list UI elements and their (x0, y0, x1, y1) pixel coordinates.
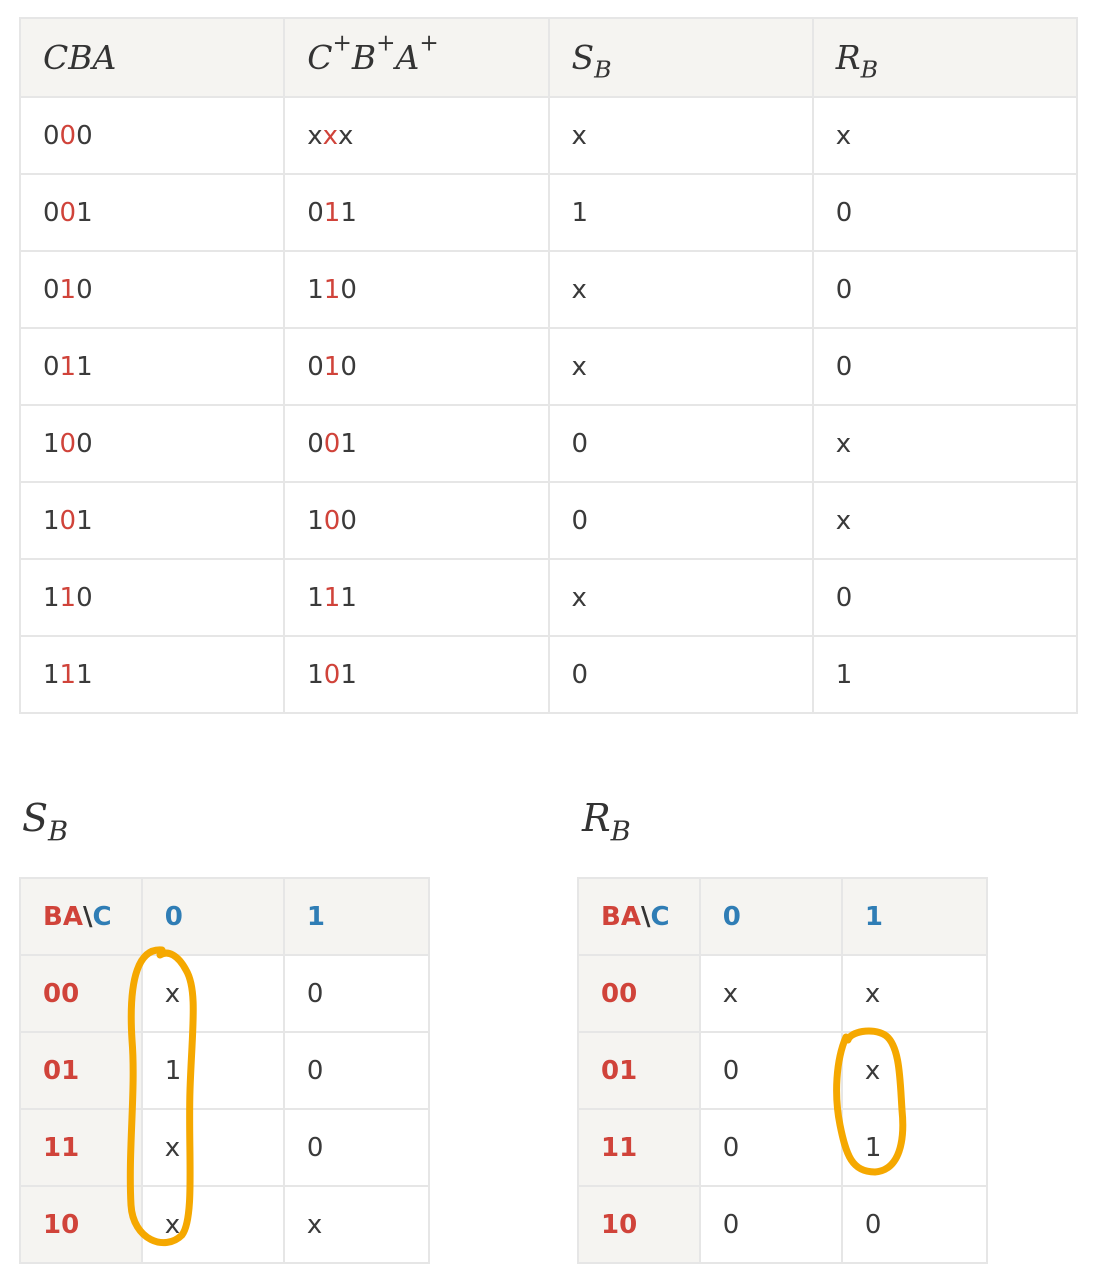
kmap-cell: 0 (698, 1031, 843, 1110)
header-cba: CBA (18, 17, 286, 98)
cell-next-state: 011 (283, 173, 550, 252)
kmap-cell: 0 (698, 1185, 843, 1264)
kmap-rb-table: BA\C 0 1 00 x x 01 0 x 11 0 1 10 0 0 (577, 877, 989, 1264)
kmap-rb-title: RB (582, 796, 631, 848)
table-row: 100 001 0 x (18, 404, 1079, 483)
kmap-sb-row: 11 x 0 (19, 1108, 431, 1187)
kmap-cell: 0 (282, 954, 431, 1033)
kmap-rb-row: 11 0 1 (577, 1108, 989, 1187)
row-label: 10 (19, 1185, 143, 1264)
cell-rb: x (811, 96, 1079, 175)
kmap-cell: x (140, 954, 285, 1033)
cell-next-state: xxx (283, 96, 550, 175)
row-label: 10 (577, 1185, 701, 1264)
cell-cba: 000 (18, 96, 286, 175)
header-next-state: C+B+A+ (283, 17, 550, 98)
row-label: 01 (19, 1031, 143, 1110)
cell-cba: 111 (18, 635, 286, 714)
cell-next-state: 111 (283, 558, 550, 637)
kmap-sb-col-1: 1 (282, 877, 431, 956)
cell-sb: 0 (547, 481, 814, 560)
cell-sb: 0 (547, 635, 814, 714)
kmap-sb-row: 00 x 0 (19, 954, 431, 1033)
kmap-cell: 1 (840, 1108, 989, 1187)
header-r: R (835, 38, 861, 77)
table-row: 000 xxx x x (18, 96, 1079, 175)
kmap-cell: 0 (282, 1031, 431, 1110)
row-label: 11 (19, 1108, 143, 1187)
cell-rb: 0 (811, 558, 1079, 637)
header-rb: RB (811, 17, 1079, 98)
kmap-rb-col-0: 0 (698, 877, 843, 956)
kmap-rb-row: 10 0 0 (577, 1185, 989, 1264)
cell-next-state: 010 (283, 327, 550, 406)
kmap-rb-corner: BA\C (577, 877, 701, 956)
kmap-cell: 0 (698, 1108, 843, 1187)
kmap-sb-row: 01 1 0 (19, 1031, 431, 1110)
kmap-sb-corner: BA\C (19, 877, 143, 956)
cell-rb: 1 (811, 635, 1079, 714)
cell-rb: 0 (811, 250, 1079, 329)
cell-cba: 110 (18, 558, 286, 637)
cell-sb: 1 (547, 173, 814, 252)
cell-cba: 001 (18, 173, 286, 252)
truth-table-header-row: CBA C+B+A+ SB RB (18, 17, 1079, 98)
row-label: 00 (19, 954, 143, 1033)
cell-sb: x (547, 96, 814, 175)
kmap-rb-header-row: BA\C 0 1 (577, 877, 989, 956)
cell-sb: x (547, 327, 814, 406)
kmap-cell: x (840, 1031, 989, 1110)
kmap-cell: x (140, 1185, 285, 1264)
cell-cba: 011 (18, 327, 286, 406)
kmap-rb-row: 00 x x (577, 954, 989, 1033)
kmap-sb-row: 10 x x (19, 1185, 431, 1264)
cell-sb: 0 (547, 404, 814, 483)
table-row: 010 110 x 0 (18, 250, 1079, 329)
row-label: 11 (577, 1108, 701, 1187)
kmap-cell: x (840, 954, 989, 1033)
kmap-cell: 0 (840, 1185, 989, 1264)
cell-rb: x (811, 404, 1079, 483)
cell-rb: 0 (811, 173, 1079, 252)
cell-cba: 100 (18, 404, 286, 483)
cell-cba: 101 (18, 481, 286, 560)
cell-sb: x (547, 250, 814, 329)
cell-rb: 0 (811, 327, 1079, 406)
table-row: 011 010 x 0 (18, 327, 1079, 406)
kmap-sb-col-0: 0 (140, 877, 285, 956)
kmap-cell: 1 (140, 1031, 285, 1110)
kmap-cell: 0 (282, 1108, 431, 1187)
table-row: 111 101 0 1 (18, 635, 1079, 714)
header-next-a: A (395, 38, 420, 77)
cell-rb: x (811, 481, 1079, 560)
cell-next-state: 110 (283, 250, 550, 329)
row-label: 00 (577, 954, 701, 1033)
cell-cba: 010 (18, 250, 286, 329)
header-sb: SB (547, 17, 814, 98)
kmap-cell: x (698, 954, 843, 1033)
kmap-rb-row: 01 0 x (577, 1031, 989, 1110)
header-cba-label: CBA (43, 38, 117, 77)
kmap-cell: x (282, 1185, 431, 1264)
header-next-b: B (351, 38, 377, 77)
kmap-sb-title: SB (22, 796, 69, 848)
row-label: 01 (577, 1031, 701, 1110)
kmap-sb-header-row: BA\C 0 1 (19, 877, 431, 956)
truth-table: CBA C+B+A+ SB RB 000 xxx x x 001 011 1 0 010 110 x… (18, 17, 1079, 714)
cell-next-state: 101 (283, 635, 550, 714)
table-row: 001 011 1 0 (18, 173, 1079, 252)
kmap-sb-table: BA\C 0 1 00 x 0 01 1 0 11 x 0 10 x x (19, 877, 431, 1264)
table-row: 110 111 x 0 (18, 558, 1079, 637)
kmap-cell: x (140, 1108, 285, 1187)
header-next-c: C (307, 38, 333, 77)
table-row: 101 100 0 x (18, 481, 1079, 560)
header-s: S (571, 38, 595, 77)
cell-sb: x (547, 558, 814, 637)
cell-next-state: 001 (283, 404, 550, 483)
cell-next-state: 100 (283, 481, 550, 560)
kmap-rb-col-1: 1 (840, 877, 989, 956)
